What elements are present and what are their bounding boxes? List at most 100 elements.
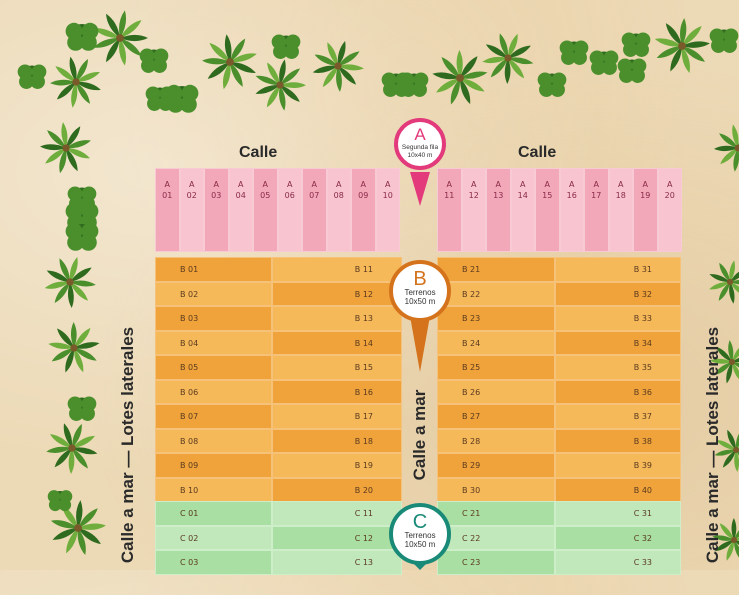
bush bbox=[271, 34, 301, 59]
pin-b-marker[interactable]: B Terrenos 10x50 m bbox=[389, 260, 451, 322]
lot-a-number: 18 bbox=[615, 191, 626, 200]
lot-a-15[interactable]: A 15 bbox=[535, 168, 560, 252]
lot-a-14[interactable]: A 14 bbox=[510, 168, 535, 252]
lot-b-08[interactable]: B 08 bbox=[155, 428, 272, 453]
lot-a-letter: A bbox=[287, 180, 293, 189]
lot-a-01[interactable]: A 01 bbox=[155, 168, 180, 252]
lot-a-letter: A bbox=[311, 180, 317, 189]
lot-a-03[interactable]: A 03 bbox=[204, 168, 229, 252]
lot-a-19[interactable]: A 19 bbox=[633, 168, 658, 252]
lot-a-number: 09 bbox=[358, 191, 369, 200]
palm-tree bbox=[432, 50, 488, 105]
pin-a-marker[interactable]: A Segunda fila 10x40 m bbox=[394, 118, 446, 170]
lot-c-02[interactable]: C 02 bbox=[155, 525, 272, 550]
lot-b-36[interactable]: B 36 bbox=[555, 379, 681, 404]
lot-b-16[interactable]: B 16 bbox=[272, 379, 402, 404]
lot-b-06[interactable]: B 06 bbox=[155, 379, 272, 404]
lot-b-18[interactable]: B 18 bbox=[272, 428, 402, 453]
lot-c-01[interactable]: C 01 bbox=[155, 501, 272, 526]
lot-a-04[interactable]: A 04 bbox=[228, 168, 253, 252]
lot-a-number: 04 bbox=[235, 191, 246, 200]
pin-b-line1: Terrenos bbox=[404, 288, 436, 297]
lot-b-26[interactable]: B 26 bbox=[437, 379, 555, 404]
lot-a-number: 15 bbox=[542, 191, 553, 200]
lot-b-13[interactable]: B 13 bbox=[272, 306, 402, 331]
lot-b-21[interactable]: B 21 bbox=[437, 257, 555, 282]
pin-a-letter: A bbox=[414, 125, 426, 144]
street-label-top-left: Calle bbox=[239, 144, 278, 161]
pin-a-line1: Segunda fila bbox=[401, 144, 439, 151]
lot-a-02[interactable]: A 02 bbox=[179, 168, 204, 252]
palm-tree bbox=[46, 423, 98, 474]
lot-a-12[interactable]: A 12 bbox=[461, 168, 486, 252]
lot-b-40[interactable]: B 40 bbox=[555, 477, 681, 502]
lot-b-31[interactable]: B 31 bbox=[555, 257, 681, 282]
lot-a-18[interactable]: A 18 bbox=[608, 168, 633, 252]
palm-tree bbox=[714, 429, 739, 472]
lot-c-21[interactable]: C 21 bbox=[437, 501, 555, 526]
lot-b-33[interactable]: B 33 bbox=[555, 306, 681, 331]
lot-c-12[interactable]: C 12 bbox=[272, 525, 402, 550]
lot-a-10[interactable]: A 10 bbox=[375, 168, 400, 252]
lot-b-04[interactable]: B 04 bbox=[155, 330, 272, 355]
lot-c-32[interactable]: C 32 bbox=[555, 525, 681, 550]
bush bbox=[65, 22, 99, 51]
bush bbox=[399, 72, 429, 97]
lot-a-13[interactable]: A 13 bbox=[486, 168, 511, 252]
lot-a-letter: A bbox=[238, 180, 244, 189]
lot-b-12[interactable]: B 12 bbox=[272, 281, 402, 306]
lot-c-22[interactable]: C 22 bbox=[437, 525, 555, 550]
street-label-top-right: Calle bbox=[518, 144, 557, 161]
lot-b-34[interactable]: B 34 bbox=[555, 330, 681, 355]
lot-b-37[interactable]: B 37 bbox=[555, 404, 681, 429]
lot-a-letter: A bbox=[520, 180, 526, 189]
lot-b-28[interactable]: B 28 bbox=[437, 428, 555, 453]
lot-a-11[interactable]: A 11 bbox=[437, 168, 462, 252]
lot-b-15[interactable]: B 15 bbox=[272, 355, 402, 380]
lot-a-06[interactable]: A 06 bbox=[277, 168, 302, 252]
lot-a-number: 01 bbox=[162, 191, 173, 200]
lot-b-03[interactable]: B 03 bbox=[155, 306, 272, 331]
lot-b-17[interactable]: B 17 bbox=[272, 404, 402, 429]
lot-a-16[interactable]: A 16 bbox=[559, 168, 584, 252]
palm-tree bbox=[255, 59, 306, 111]
bush bbox=[145, 86, 175, 111]
lot-b-39[interactable]: B 39 bbox=[555, 453, 681, 478]
lot-b-35[interactable]: B 35 bbox=[555, 355, 681, 380]
lot-b-05[interactable]: B 05 bbox=[155, 355, 272, 380]
lot-a-20[interactable]: A 20 bbox=[657, 168, 682, 252]
lot-b-01[interactable]: B 01 bbox=[155, 257, 272, 282]
lot-b-23[interactable]: B 23 bbox=[437, 306, 555, 331]
lot-b-25[interactable]: B 25 bbox=[437, 355, 555, 380]
pin-b-line2: 10x50 m bbox=[404, 297, 436, 306]
lot-b-09[interactable]: B 09 bbox=[155, 453, 272, 478]
lot-b-32[interactable]: B 32 bbox=[555, 281, 681, 306]
lot-c-31[interactable]: C 31 bbox=[555, 501, 681, 526]
bush bbox=[67, 396, 97, 421]
lot-c-11[interactable]: C 11 bbox=[272, 501, 402, 526]
lot-a-05[interactable]: A 05 bbox=[253, 168, 278, 252]
lot-a-letter: A bbox=[446, 180, 452, 189]
lot-a-09[interactable]: A 09 bbox=[351, 168, 376, 252]
lot-b-24[interactable]: B 24 bbox=[437, 330, 555, 355]
lot-b-27[interactable]: B 27 bbox=[437, 404, 555, 429]
bush bbox=[617, 58, 647, 83]
lot-b-02[interactable]: B 02 bbox=[155, 281, 272, 306]
lot-a-number: 11 bbox=[444, 191, 455, 200]
lot-a-08[interactable]: A 08 bbox=[326, 168, 351, 252]
palm-tree bbox=[202, 34, 257, 90]
lot-a-letter: A bbox=[667, 180, 673, 189]
lot-a-letter: A bbox=[213, 180, 219, 189]
palm-tree bbox=[714, 124, 739, 172]
lot-a-letter: A bbox=[336, 180, 342, 189]
lot-b-29[interactable]: B 29 bbox=[437, 453, 555, 478]
lot-b-38[interactable]: B 38 bbox=[555, 428, 681, 453]
lot-b-07[interactable]: B 07 bbox=[155, 404, 272, 429]
lot-b-19[interactable]: B 19 bbox=[272, 453, 402, 478]
lot-a-17[interactable]: A 17 bbox=[584, 168, 609, 252]
lot-b-11[interactable]: B 11 bbox=[272, 257, 402, 282]
lot-b-14[interactable]: B 14 bbox=[272, 330, 402, 355]
lot-a-07[interactable]: A 07 bbox=[302, 168, 327, 252]
lot-b-22[interactable]: B 22 bbox=[437, 281, 555, 306]
pin-c-marker[interactable]: C Terrenos 10x50 m bbox=[389, 503, 451, 565]
